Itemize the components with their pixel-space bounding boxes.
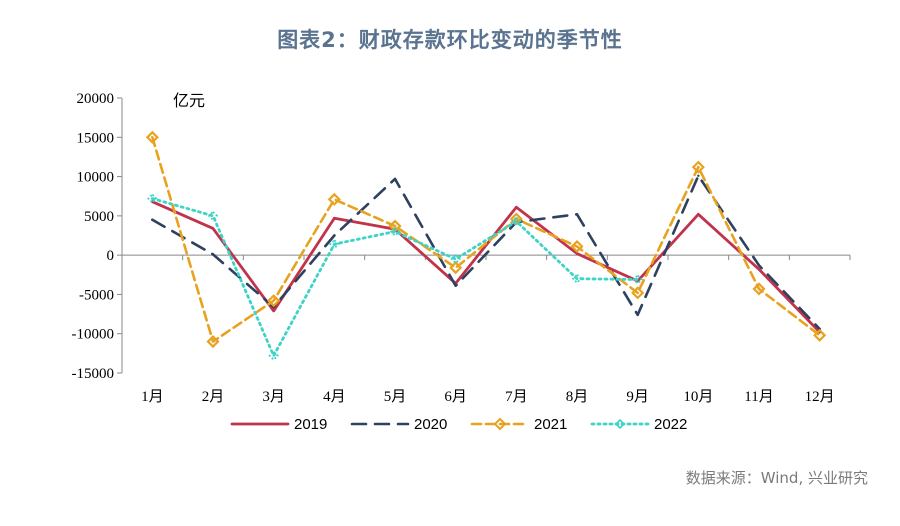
series-line-2021 xyxy=(151,135,821,343)
data-point-2021 xyxy=(813,328,827,342)
legend-marker-2022 xyxy=(614,418,626,430)
data-point-2020 xyxy=(454,284,457,287)
legend-label: 2021 xyxy=(534,416,567,433)
data-point-2019 xyxy=(757,268,761,271)
data-point-2019 xyxy=(515,206,518,209)
data-point-2021 xyxy=(752,282,766,296)
series-line-2019 xyxy=(150,200,822,334)
y-tick-label: -5000 xyxy=(79,287,114,303)
y-tick-label: 15000 xyxy=(77,130,115,146)
x-tick-label: 3月 xyxy=(262,389,285,405)
y-tick-label: 5000 xyxy=(84,209,114,225)
legend-label: 2020 xyxy=(414,416,447,433)
x-tick-label: 11月 xyxy=(744,389,773,405)
y-tick-label: 10000 xyxy=(77,170,115,186)
data-point-2021 xyxy=(691,160,705,174)
data-point-2021 xyxy=(570,239,584,254)
data-point-2020 xyxy=(636,313,639,317)
unit-label: 亿元 xyxy=(173,91,205,110)
data-point-2020 xyxy=(393,177,397,181)
data-point-2020 xyxy=(333,234,336,237)
x-tick-label: 2月 xyxy=(202,389,225,405)
y-tick-label: -15000 xyxy=(72,366,115,382)
x-tick-label: 9月 xyxy=(626,389,649,405)
data-point-2021 xyxy=(206,335,220,349)
y-tick-label: -10000 xyxy=(72,327,115,343)
x-tick-label: 1月 xyxy=(141,389,164,405)
legend-label: 2022 xyxy=(654,416,687,433)
x-tick-label: 5月 xyxy=(384,389,407,405)
source-note: 数据来源：Wind, 兴业研究 xyxy=(685,469,868,487)
data-point-2019 xyxy=(333,217,336,220)
data-point-2020 xyxy=(211,253,215,256)
series-line-2020 xyxy=(151,174,821,331)
data-point-2020 xyxy=(151,218,154,221)
legend-label: 2019 xyxy=(294,416,327,433)
data-point-2021 xyxy=(145,130,159,144)
x-tick-label: 4月 xyxy=(323,389,346,405)
x-tick-label: 8月 xyxy=(566,389,589,405)
x-tick-label: 10月 xyxy=(683,389,713,405)
data-point-2020 xyxy=(697,174,700,177)
x-tick-label: 7月 xyxy=(505,389,528,405)
data-point-2019 xyxy=(575,252,579,255)
data-point-2021 xyxy=(449,261,463,275)
series-line-2022 xyxy=(150,197,640,358)
legend-marker-2021 xyxy=(493,417,507,431)
x-tick-label: 6月 xyxy=(444,389,467,405)
x-tick-label: 12月 xyxy=(805,389,835,405)
data-point-2019 xyxy=(272,309,275,313)
data-point-2020 xyxy=(575,213,579,216)
chart-title: 图表2：财政存款环比变动的季节性 xyxy=(277,28,623,52)
data-point-2021 xyxy=(327,192,341,206)
data-point-2021 xyxy=(631,286,645,300)
y-tick-label: 0 xyxy=(107,248,115,264)
data-point-2019 xyxy=(697,213,700,216)
data-point-2021 xyxy=(267,294,281,308)
data-point-2020 xyxy=(757,264,761,267)
data-point-2021 xyxy=(509,212,523,226)
data-point-2019 xyxy=(211,227,215,230)
y-tick-label: 20000 xyxy=(77,91,115,107)
